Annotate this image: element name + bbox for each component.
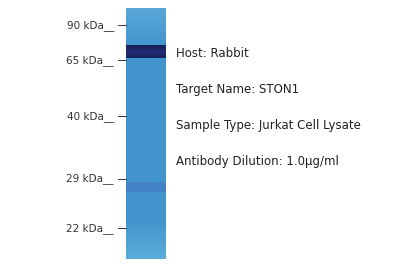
Text: Sample Type: Jurkat Cell Lysate: Sample Type: Jurkat Cell Lysate	[176, 119, 361, 132]
Text: Target Name: STON1: Target Name: STON1	[176, 83, 299, 96]
Text: 40 kDa__: 40 kDa__	[67, 111, 114, 121]
Text: Antibody Dilution: 1.0μg/ml: Antibody Dilution: 1.0μg/ml	[176, 155, 339, 168]
Text: Host: Rabbit: Host: Rabbit	[176, 47, 249, 60]
Text: 65 kDa__: 65 kDa__	[66, 55, 114, 65]
Text: 90 kDa__: 90 kDa__	[67, 20, 114, 31]
Text: 29 kDa__: 29 kDa__	[66, 174, 114, 184]
Text: 22 kDa__: 22 kDa__	[66, 223, 114, 234]
